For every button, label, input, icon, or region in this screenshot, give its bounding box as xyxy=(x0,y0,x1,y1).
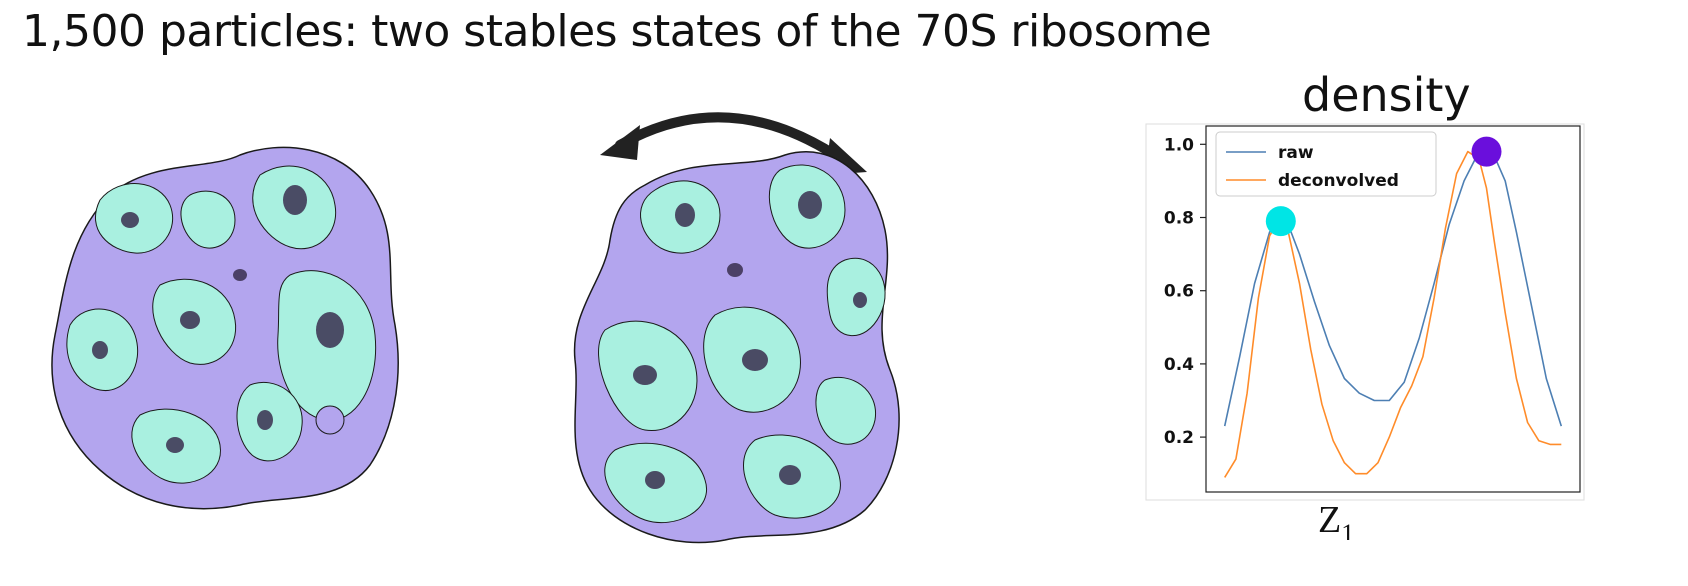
legend-label-raw: raw xyxy=(1278,143,1314,163)
ribosome-small-knob xyxy=(315,405,345,435)
legend-box xyxy=(1215,131,1437,197)
plot-area xyxy=(1205,125,1581,493)
double-headed-curved-arrow-icon xyxy=(600,112,867,175)
series-line-deconvolved xyxy=(1224,150,1562,478)
x-axis-label: Z1 xyxy=(1318,499,1354,540)
y-tick-label: 0.2 xyxy=(1164,428,1194,448)
y-tick-label: 0.4 xyxy=(1164,355,1194,375)
ribosome-holes xyxy=(633,191,867,489)
ribosome-state-view-right xyxy=(573,112,900,544)
density-chart: 1.0 0.8 0.6 0.4 0.2 raw deconvolved Z1 xyxy=(1145,123,1585,540)
chart-frame xyxy=(1145,123,1585,501)
y-tick-label: 0.8 xyxy=(1164,209,1194,229)
x-axis-label-subscript: 1 xyxy=(1341,519,1354,540)
peak-marker-1 xyxy=(1265,206,1296,237)
y-tick-label: 1.0 xyxy=(1164,135,1194,155)
page-title: 1,500 particles: two stables states of t… xyxy=(22,6,1212,57)
peak-marker-2 xyxy=(1471,136,1502,167)
ribosome-state-view-left xyxy=(51,146,399,510)
density-label: density xyxy=(1302,68,1471,122)
ribosome-holes xyxy=(92,185,344,453)
y-tick-label: 0.6 xyxy=(1164,282,1194,302)
legend-label-deconvolved: deconvolved xyxy=(1278,171,1399,191)
